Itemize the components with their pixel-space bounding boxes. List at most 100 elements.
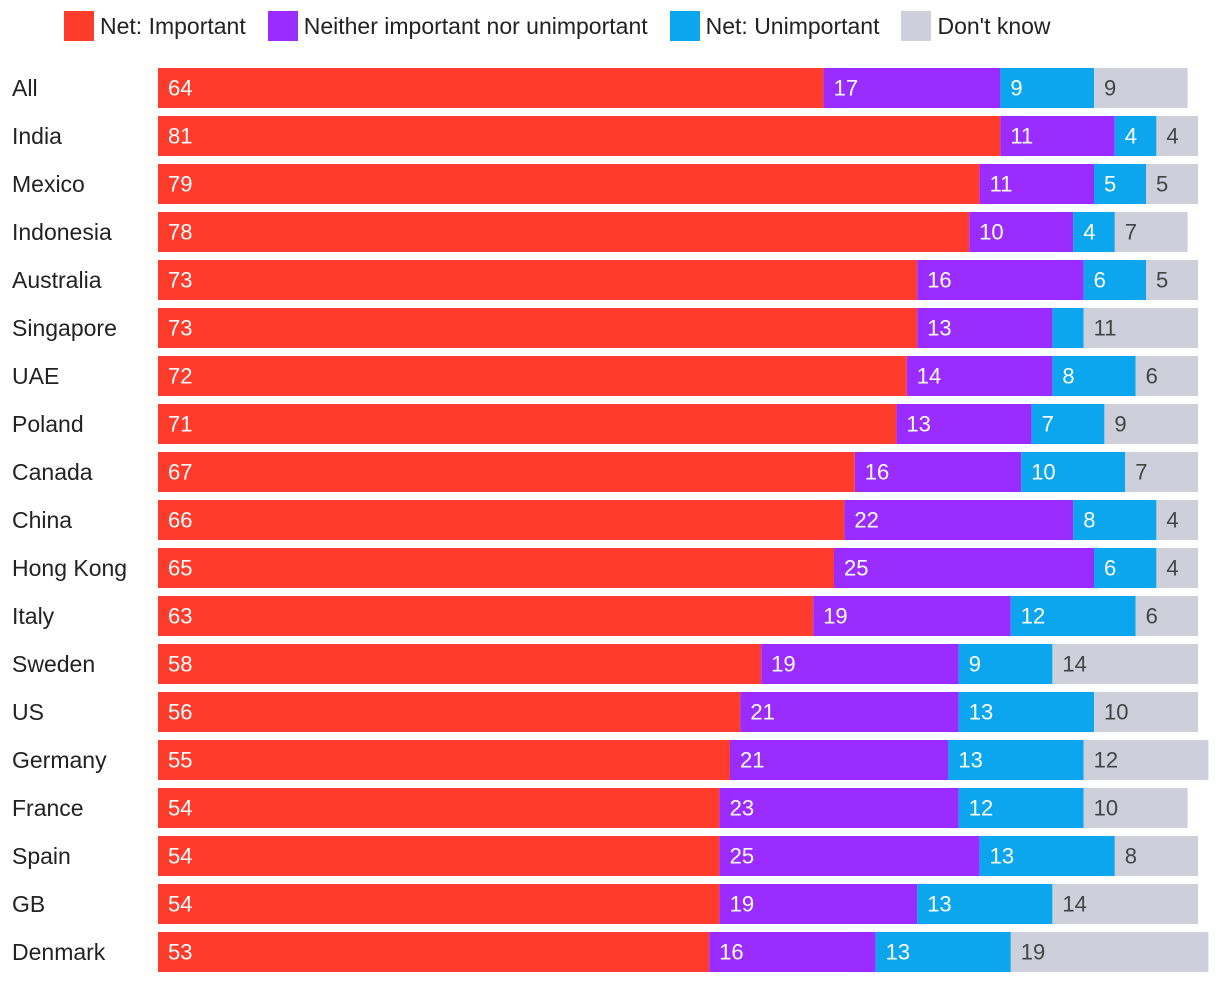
bar-segment-14-0 xyxy=(158,740,730,780)
value-label-16-0: 54 xyxy=(168,844,192,869)
value-label-14-2: 13 xyxy=(958,748,982,773)
value-label-18-3: 19 xyxy=(1021,940,1045,965)
value-label-18-1: 16 xyxy=(719,940,743,965)
legend-item-2: Net: Unimportant xyxy=(669,11,879,41)
legend-item-0: Net: Important xyxy=(64,11,246,41)
value-label-9-1: 22 xyxy=(854,508,878,533)
bar-segment-0-1 xyxy=(823,68,1001,108)
bar-segment-4-0 xyxy=(158,260,918,300)
value-label-8-1: 16 xyxy=(865,460,889,485)
value-label-10-2: 6 xyxy=(1104,556,1116,581)
bar-segment-4-3 xyxy=(1146,260,1198,300)
category-label-9: China xyxy=(12,507,72,533)
legend-item-1: Neither important nor unimportant xyxy=(267,11,648,41)
bar-segment-13-1 xyxy=(740,692,959,732)
category-label-15: France xyxy=(12,795,84,821)
bar-segment-12-3 xyxy=(1052,644,1198,684)
bar-segment-1-3 xyxy=(1156,116,1198,156)
value-label-3-0: 78 xyxy=(168,220,192,245)
bar-segment-8-0 xyxy=(158,452,855,492)
bar-segment-9-2 xyxy=(1073,500,1157,540)
bar-segment-3-3 xyxy=(1114,212,1188,252)
bar-segment-9-0 xyxy=(158,500,845,540)
bar-segment-0-2 xyxy=(1000,68,1094,108)
bar-segment-9-3 xyxy=(1156,500,1198,540)
value-label-12-2: 9 xyxy=(969,652,981,677)
bar-segment-17-2 xyxy=(917,884,1053,924)
category-label-11: Italy xyxy=(12,603,55,629)
value-label-5-0: 73 xyxy=(168,316,192,341)
category-label-4: Australia xyxy=(12,267,102,293)
bar-segment-12-1 xyxy=(761,644,959,684)
value-label-1-3: 4 xyxy=(1166,124,1178,149)
bar-segment-11-3 xyxy=(1135,596,1198,636)
legend-item-3: Don't know xyxy=(901,11,1051,41)
bar-segment-6-0 xyxy=(158,356,907,396)
value-label-9-0: 66 xyxy=(168,508,192,533)
value-label-0-3: 9 xyxy=(1104,76,1116,101)
bar-segment-6-2 xyxy=(1052,356,1136,396)
value-label-11-0: 63 xyxy=(168,604,192,629)
bar-segment-1-0 xyxy=(158,116,1001,156)
value-label-6-1: 14 xyxy=(917,364,941,389)
bar-segment-17-0 xyxy=(158,884,720,924)
bar-segment-18-2 xyxy=(875,932,1011,972)
value-label-7-3: 9 xyxy=(1114,412,1126,437)
bar-segment-7-1 xyxy=(896,404,1032,444)
bar-segment-7-3 xyxy=(1104,404,1198,444)
bar-segment-3-2 xyxy=(1073,212,1115,252)
bar-segment-10-3 xyxy=(1156,548,1198,588)
bar-segment-12-0 xyxy=(158,644,762,684)
value-label-1-2: 4 xyxy=(1125,124,1137,149)
value-label-6-3: 6 xyxy=(1146,364,1158,389)
value-label-6-0: 72 xyxy=(168,364,192,389)
bar-segment-16-1 xyxy=(719,836,980,876)
bar-segment-7-2 xyxy=(1031,404,1105,444)
category-label-18: Denmark xyxy=(12,939,106,965)
value-label-16-3: 8 xyxy=(1125,844,1137,869)
value-label-2-0: 79 xyxy=(168,172,192,197)
bar-segment-9-1 xyxy=(844,500,1074,540)
category-label-14: Germany xyxy=(12,747,107,773)
bar-segment-16-3 xyxy=(1114,836,1198,876)
value-label-10-3: 4 xyxy=(1166,556,1178,581)
bar-segment-15-1 xyxy=(719,788,959,828)
bar-segment-17-1 xyxy=(719,884,918,924)
value-label-5-1: 13 xyxy=(927,316,951,341)
bar-segment-18-3 xyxy=(1010,932,1209,972)
chart-legend: Net: Important Neither important nor unim… xyxy=(64,10,1073,42)
bar-segment-4-1 xyxy=(917,260,1084,300)
value-label-16-1: 25 xyxy=(730,844,754,869)
value-label-5-3: 11 xyxy=(1094,316,1117,341)
category-label-13: US xyxy=(12,699,44,725)
bar-segment-12-2 xyxy=(958,644,1053,684)
bar-segment-10-2 xyxy=(1094,548,1157,588)
value-label-4-0: 73 xyxy=(168,268,192,293)
value-label-8-2: 10 xyxy=(1031,460,1055,485)
legend-swatch-3 xyxy=(901,11,932,41)
bar-segment-8-2 xyxy=(1021,452,1126,492)
value-label-0-1: 17 xyxy=(834,76,858,101)
bar-segment-5-2 xyxy=(1052,308,1084,348)
value-label-3-2: 4 xyxy=(1083,220,1095,245)
bar-segment-1-1 xyxy=(1000,116,1115,156)
value-label-2-1: 11 xyxy=(990,172,1013,197)
value-label-15-0: 54 xyxy=(168,796,192,821)
bar-segment-2-0 xyxy=(158,164,980,204)
bar-segment-0-3 xyxy=(1094,68,1188,108)
value-label-16-2: 13 xyxy=(990,844,1014,869)
bar-segment-1-2 xyxy=(1114,116,1157,156)
value-label-11-2: 12 xyxy=(1021,604,1045,629)
category-label-10: Hong Kong xyxy=(12,555,127,581)
value-label-12-3: 14 xyxy=(1062,652,1086,677)
value-label-17-1: 19 xyxy=(730,892,754,917)
value-label-14-0: 55 xyxy=(168,748,192,773)
bar-segment-13-2 xyxy=(958,692,1094,732)
bar-segment-17-3 xyxy=(1052,884,1198,924)
category-label-3: Indonesia xyxy=(12,219,112,245)
value-label-10-1: 25 xyxy=(844,556,868,581)
bar-segment-14-1 xyxy=(730,740,949,780)
value-label-1-1: 11 xyxy=(1010,124,1033,149)
bar-segment-18-1 xyxy=(709,932,876,972)
value-label-14-1: 21 xyxy=(740,748,764,773)
